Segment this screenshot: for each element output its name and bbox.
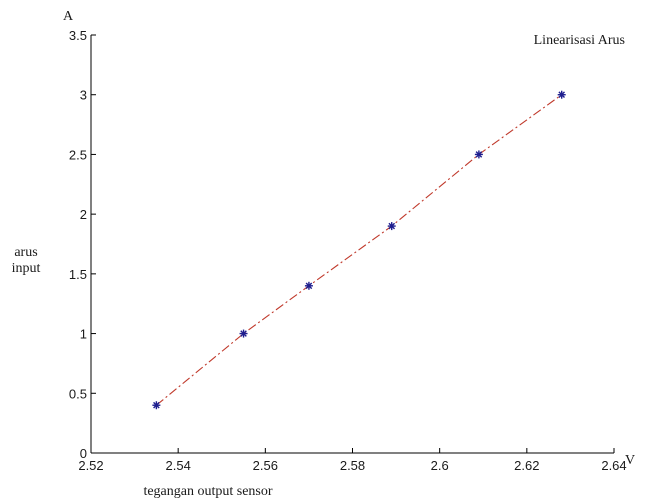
series-group	[152, 90, 566, 410]
y-tick-label: 2	[80, 207, 87, 222]
data-point-marker	[304, 281, 313, 290]
y-axis-label-line-2: input	[12, 261, 41, 276]
data-point-marker	[387, 222, 396, 231]
x-ticks: 2.52 2.54 2.56 2.58 2.6 2.62 2.64	[78, 448, 627, 473]
x-tick-label: 2.64	[601, 458, 626, 473]
y-tick-label: 1	[80, 327, 87, 342]
x-tick-label: 2.56	[253, 458, 278, 473]
data-point-marker	[557, 90, 566, 99]
y-unit-label: A	[63, 9, 74, 24]
y-tick-label: 1.5	[69, 267, 87, 282]
y-tick-label: 3.5	[69, 28, 87, 43]
y-tick-label: 3	[80, 88, 87, 103]
y-axis-label-line-1: arus	[14, 245, 37, 260]
legend-label: Linearisasi Arus	[534, 33, 625, 48]
axes	[90, 35, 614, 454]
data-point-marker	[152, 401, 161, 410]
series-line	[156, 94, 563, 406]
x-unit-label: V	[625, 453, 635, 468]
y-tick-label: 0	[80, 446, 87, 461]
x-tick-label: 2.58	[340, 458, 365, 473]
x-tick-label: 2.6	[431, 458, 449, 473]
y-tick-label: 2.5	[69, 147, 87, 162]
data-point-marker	[239, 329, 248, 338]
x-tick-label: 2.62	[514, 458, 539, 473]
x-tick-label: 2.52	[78, 458, 103, 473]
y-ticks: 0 0.5 1 1.5 2 2.5 3 3.5	[69, 28, 96, 461]
x-tick-label: 2.54	[166, 458, 191, 473]
x-axis-label: tegangan output sensor	[143, 484, 272, 499]
y-tick-label: 0.5	[69, 386, 87, 401]
data-point-marker	[474, 150, 483, 159]
